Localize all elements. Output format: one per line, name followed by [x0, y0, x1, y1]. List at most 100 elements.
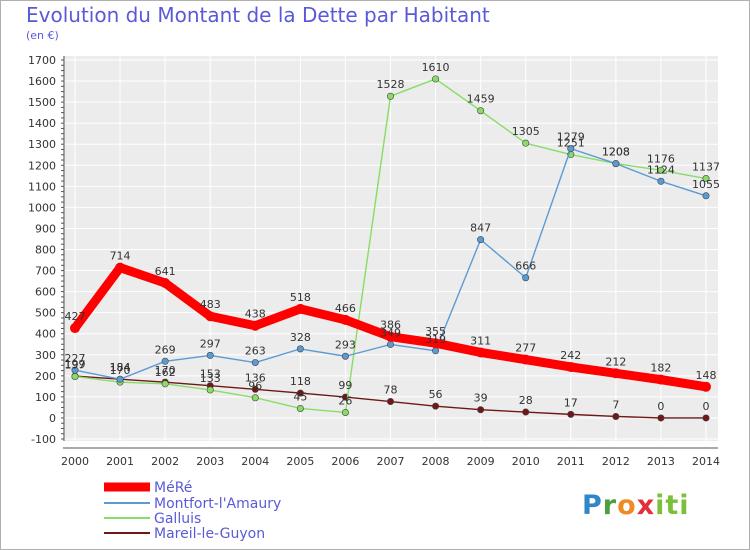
- data-label: 153: [200, 368, 221, 381]
- data-label: 277: [515, 342, 536, 355]
- logo-letter: x: [636, 490, 656, 521]
- data-label: 1055: [692, 178, 720, 191]
- data-label: 162: [155, 366, 176, 379]
- y-tick-label: 1600: [28, 75, 56, 88]
- y-tick-label: 500: [35, 307, 56, 320]
- data-label: 1528: [377, 78, 405, 91]
- data-point: [71, 372, 79, 380]
- data-label: 1610: [422, 61, 450, 74]
- data-label: 199: [65, 358, 86, 371]
- y-tick-label: 400: [35, 328, 56, 341]
- data-point: [295, 303, 306, 314]
- data-label: 136: [245, 371, 266, 384]
- data-point: [475, 347, 486, 358]
- data-point: [522, 408, 530, 416]
- data-label: 184: [110, 361, 131, 374]
- y-tick-label: 900: [35, 222, 56, 235]
- data-label: 212: [605, 355, 626, 368]
- x-tick-label: 2006: [331, 455, 359, 468]
- y-tick-label: 1500: [28, 96, 56, 109]
- data-label: 99: [338, 379, 352, 392]
- data-point: [477, 406, 485, 414]
- data-label: 483: [200, 298, 221, 311]
- data-point: [702, 192, 710, 200]
- y-tick-label: 1400: [28, 117, 56, 130]
- data-point: [655, 374, 666, 385]
- data-point: [340, 314, 351, 325]
- data-point: [296, 389, 304, 397]
- data-label: 1208: [602, 146, 630, 159]
- chart-unit: (en €): [26, 29, 59, 42]
- legend-label: Galluis: [154, 511, 201, 527]
- data-label: 1279: [557, 131, 585, 144]
- data-label: 182: [650, 362, 671, 375]
- data-point: [702, 414, 710, 422]
- x-tick-label: 2010: [512, 455, 540, 468]
- y-tick-label: 800: [35, 244, 56, 257]
- x-tick-label: 2014: [692, 455, 720, 468]
- data-point: [565, 361, 576, 372]
- data-label: 184: [110, 361, 131, 374]
- legend-label: Mareil-le-Guyon: [154, 526, 265, 542]
- y-tick-label: 1300: [28, 138, 56, 151]
- data-label: 1459: [467, 93, 495, 106]
- data-label: 349: [380, 326, 401, 339]
- data-label: 297: [200, 337, 221, 350]
- data-label: 666: [515, 260, 536, 273]
- data-label: 269: [155, 343, 176, 356]
- x-tick-label: 2003: [196, 455, 224, 468]
- data-point: [432, 75, 440, 83]
- data-point: [610, 368, 621, 379]
- data-label: 714: [110, 250, 131, 263]
- data-point: [386, 398, 394, 406]
- data-point: [341, 352, 349, 360]
- y-tick-label: 200: [35, 370, 56, 383]
- data-point: [386, 92, 394, 100]
- data-label: 78: [384, 384, 398, 397]
- x-tick-label: 2005: [286, 455, 314, 468]
- data-point: [206, 386, 214, 394]
- data-point: [250, 320, 261, 331]
- data-label: 518: [290, 291, 311, 304]
- data-label: 438: [245, 308, 266, 321]
- data-point: [71, 366, 79, 374]
- data-label: 118: [290, 375, 311, 388]
- data-label: 17: [564, 396, 578, 409]
- data-point: [251, 385, 259, 393]
- data-label: 170: [155, 364, 176, 377]
- y-tick-label: -100: [31, 433, 56, 446]
- data-point: [432, 402, 440, 410]
- data-point: [116, 375, 124, 383]
- data-label: 0: [703, 400, 710, 413]
- data-label: 355: [425, 325, 446, 338]
- data-label: 1124: [647, 163, 675, 176]
- data-point: [70, 323, 80, 334]
- data-label: 293: [335, 338, 356, 351]
- logo-letter: iti: [655, 490, 690, 521]
- data-point: [206, 351, 214, 359]
- legend-label: Montfort-l'Amaury: [154, 496, 281, 512]
- y-tick-label: 300: [35, 349, 56, 362]
- y-tick-label: 1700: [28, 54, 56, 67]
- legend-label: MéRé: [154, 480, 192, 496]
- data-point: [522, 139, 530, 147]
- data-label: 328: [290, 331, 311, 344]
- data-point: [612, 412, 620, 420]
- data-point: [385, 331, 396, 342]
- data-label: 96: [248, 380, 262, 393]
- data-point: [612, 160, 620, 168]
- data-point: [296, 404, 304, 412]
- y-tick-label: 1200: [28, 159, 56, 172]
- data-label: 1251: [557, 137, 585, 150]
- data-point: [296, 345, 304, 353]
- data-label: 641: [155, 265, 176, 278]
- data-label: 26: [338, 394, 352, 407]
- data-label: 386: [380, 319, 401, 332]
- y-tick-label: 600: [35, 286, 56, 299]
- data-label: 197: [65, 358, 86, 371]
- data-label: 28: [519, 394, 533, 407]
- data-label: 56: [429, 388, 443, 401]
- data-label: 1208: [602, 146, 630, 159]
- data-label: 1137: [692, 161, 720, 174]
- x-tick-label: 2002: [151, 455, 179, 468]
